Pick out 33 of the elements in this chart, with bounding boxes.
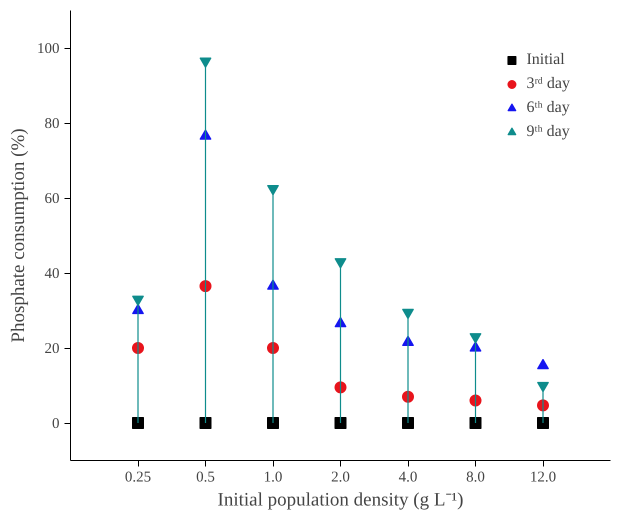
x-tick-label: 0.5 xyxy=(196,470,215,486)
legend-label: 3ʳᵈ day xyxy=(526,75,570,93)
point xyxy=(267,184,279,196)
y-tick-label: 40 xyxy=(44,266,60,282)
point xyxy=(200,57,212,68)
point xyxy=(132,417,144,429)
point xyxy=(470,417,482,429)
point xyxy=(537,417,549,429)
point xyxy=(267,417,279,429)
y-axis-title: Phosphate consumption (%) xyxy=(8,128,29,343)
x-tick-label: 12.0 xyxy=(530,470,556,486)
legend-label: Initial xyxy=(526,51,565,69)
x-tick-label: 2.0 xyxy=(331,470,350,486)
y-tick-label: 60 xyxy=(44,191,60,207)
legend-label: 6ᵗʰ day xyxy=(526,99,570,117)
x-tick-label: 0.25 xyxy=(124,470,152,486)
y-tick-label: 20 xyxy=(44,341,60,357)
point xyxy=(334,258,346,269)
x-tick-label: 8.0 xyxy=(466,470,485,486)
x-axis-title: Initial population density (g L⁻¹) xyxy=(218,490,464,510)
point xyxy=(470,333,482,344)
x-tick-label: 1.0 xyxy=(264,470,282,486)
point xyxy=(402,308,414,320)
point xyxy=(402,417,414,429)
legend-label: 9ᵗʰ day xyxy=(526,123,570,141)
point xyxy=(334,417,346,429)
y-tick-label: 80 xyxy=(44,116,60,132)
x-tick-label: 4.0 xyxy=(398,470,418,486)
y-tick-label: 0 xyxy=(52,416,60,432)
point xyxy=(537,382,549,392)
y-tick-label: 100 xyxy=(37,41,60,57)
point xyxy=(200,417,212,429)
point xyxy=(132,296,144,306)
